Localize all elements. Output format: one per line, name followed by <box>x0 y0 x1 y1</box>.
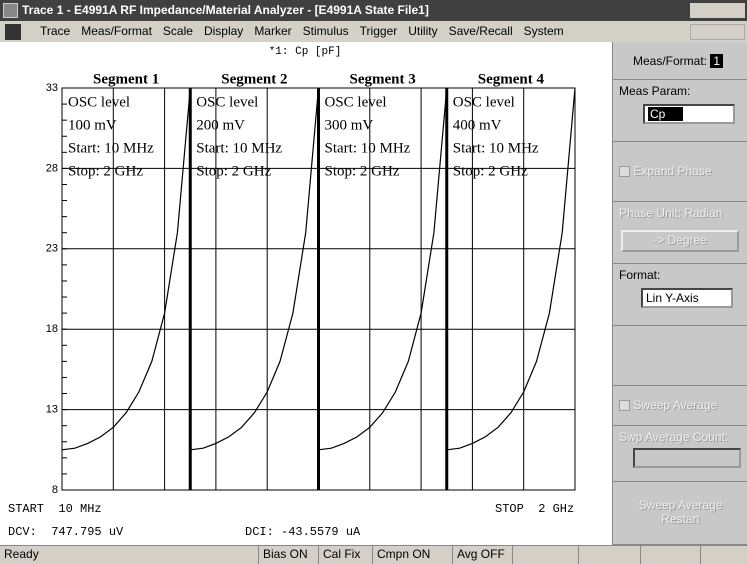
segment-annotation: 100 mV <box>68 117 117 133</box>
segment-title: Segment 4 <box>478 71 545 87</box>
segment-annotation: OSC level <box>196 94 258 110</box>
menu-item[interactable]: Display <box>203 24 244 38</box>
segment-annotation: Stop: 2 GHz <box>196 163 271 179</box>
swp-count-label: Swp Average Count: <box>619 430 729 444</box>
segment-title: Segment 1 <box>93 71 159 87</box>
title-bar: Trace 1 - E4991A RF Impedance/Material A… <box>0 0 747 21</box>
segment-annotation: 300 mV <box>325 117 374 133</box>
segment-annotation: 200 mV <box>196 117 245 133</box>
segment-annotation: Start: 10 MHz <box>325 140 411 156</box>
menu-item[interactable]: Marker <box>254 24 292 38</box>
meas-param-label: Meas Param: <box>619 84 691 98</box>
segment-annotation: Stop: 2 GHz <box>453 163 528 179</box>
segment-annotation: Start: 10 MHz <box>453 140 539 156</box>
start-label: START 10 MHz <box>8 502 102 516</box>
segment-annotation: Start: 10 MHz <box>68 140 154 156</box>
format-section: Format: Lin Y-Axis <box>613 264 747 326</box>
segment-title: Segment 3 <box>350 71 416 87</box>
menu-item[interactable]: Trigger <box>359 24 398 38</box>
degree-button[interactable]: -> Degree <box>621 230 739 252</box>
side-panel: Meas/Format: 1 Meas Param: Cp Expand Pha… <box>612 42 747 545</box>
status-bar: Ready Bias ON Cal Fix Cmpn ON Avg OFF <box>0 545 747 564</box>
swp-count-section: Swp Average Count: <box>613 426 747 482</box>
segment-annotation: Start: 10 MHz <box>196 140 282 156</box>
menu-item[interactable]: Scale <box>162 24 193 38</box>
meas-format-section: Meas/Format: 1 <box>613 42 747 80</box>
meas-param-section: Meas Param: Cp <box>613 80 747 142</box>
trace-number: 1 <box>710 54 724 68</box>
blank-section <box>613 326 747 386</box>
expand-phase-checkbox[interactable]: Expand Phase <box>633 164 712 178</box>
trace-line <box>190 87 320 451</box>
status-cell: Ready <box>4 547 39 561</box>
trace-line <box>61 87 191 451</box>
status-cell: Cal Fix <box>318 546 360 564</box>
app-icon <box>3 3 18 18</box>
menu-item[interactable]: Stimulus <box>302 24 349 38</box>
meas-param-value: Cp <box>648 107 684 121</box>
sweep-average-section: Sweep Average <box>613 386 747 426</box>
phase-unit-section: Phase Unit: Radian -> Degree <box>613 202 747 264</box>
child-window-buttons[interactable] <box>690 24 745 40</box>
menu-item[interactable]: Utility <box>408 24 438 38</box>
plot-bg <box>0 42 612 545</box>
restart-button[interactable]: Sweep Average Restart <box>613 482 747 545</box>
trace-line <box>318 87 448 451</box>
status-cell <box>640 546 645 564</box>
chart-title: *1: Cp [pF] <box>269 46 342 58</box>
menu-item[interactable]: Meas/Format <box>81 24 152 38</box>
plot-frame <box>61 87 576 491</box>
status-cell: Avg OFF <box>452 546 505 564</box>
status-cell <box>700 546 705 564</box>
format-label: Format: <box>619 268 661 282</box>
segment-annotation: OSC level <box>453 94 515 110</box>
menu-item[interactable]: System <box>523 24 564 38</box>
status-cell: Cmpn ON <box>372 546 430 564</box>
menu-bar: Trace Meas/Format Scale Display Marker Stimul… <box>0 21 747 42</box>
y-tick-label: 18 <box>46 323 58 335</box>
sweep-average-checkbox[interactable]: Sweep Average <box>633 398 718 412</box>
segment-annotation: OSC level <box>68 94 130 110</box>
y-tick-label: 28 <box>46 162 58 174</box>
menu-item[interactable]: Save/Recall <box>448 24 513 38</box>
segment-annotation: Stop: 2 GHz <box>325 163 400 179</box>
window-buttons[interactable] <box>690 3 745 18</box>
y-tick-label: 23 <box>46 243 58 255</box>
status-cell <box>578 546 583 564</box>
swp-count-input[interactable] <box>633 448 741 468</box>
status-cell <box>512 546 517 564</box>
meas-format-label: Meas/Format: <box>633 54 708 68</box>
menu-item[interactable]: Trace <box>40 24 71 38</box>
chart: *1: Cp [pF] 8 13 18 23 28 33 Segment 1 OSC level… <box>0 42 612 545</box>
dcv-readout: DCV: 747.795 uV <box>8 525 124 539</box>
y-tick-label: 13 <box>46 404 58 416</box>
segment-title: Segment 2 <box>221 71 287 87</box>
dci-readout: DCI: -43.5579 uA <box>245 525 361 539</box>
y-tick-label: 8 <box>52 484 58 496</box>
expand-phase-section: Expand Phase <box>613 142 747 202</box>
segment-annotation: Stop: 2 GHz <box>68 163 143 179</box>
stop-label: STOP 2 GHz <box>495 502 574 516</box>
y-tick-label: 33 <box>46 82 58 94</box>
phase-unit-label: Phase Unit: Radian <box>619 206 723 220</box>
segment-annotation: OSC level <box>325 94 387 110</box>
meas-param-select[interactable]: Cp <box>643 104 735 124</box>
status-cell: Bias ON <box>258 546 308 564</box>
menu-icon <box>5 24 21 40</box>
segment-annotation: 400 mV <box>453 117 502 133</box>
format-select[interactable]: Lin Y-Axis <box>641 288 733 308</box>
trace-line <box>446 87 576 451</box>
